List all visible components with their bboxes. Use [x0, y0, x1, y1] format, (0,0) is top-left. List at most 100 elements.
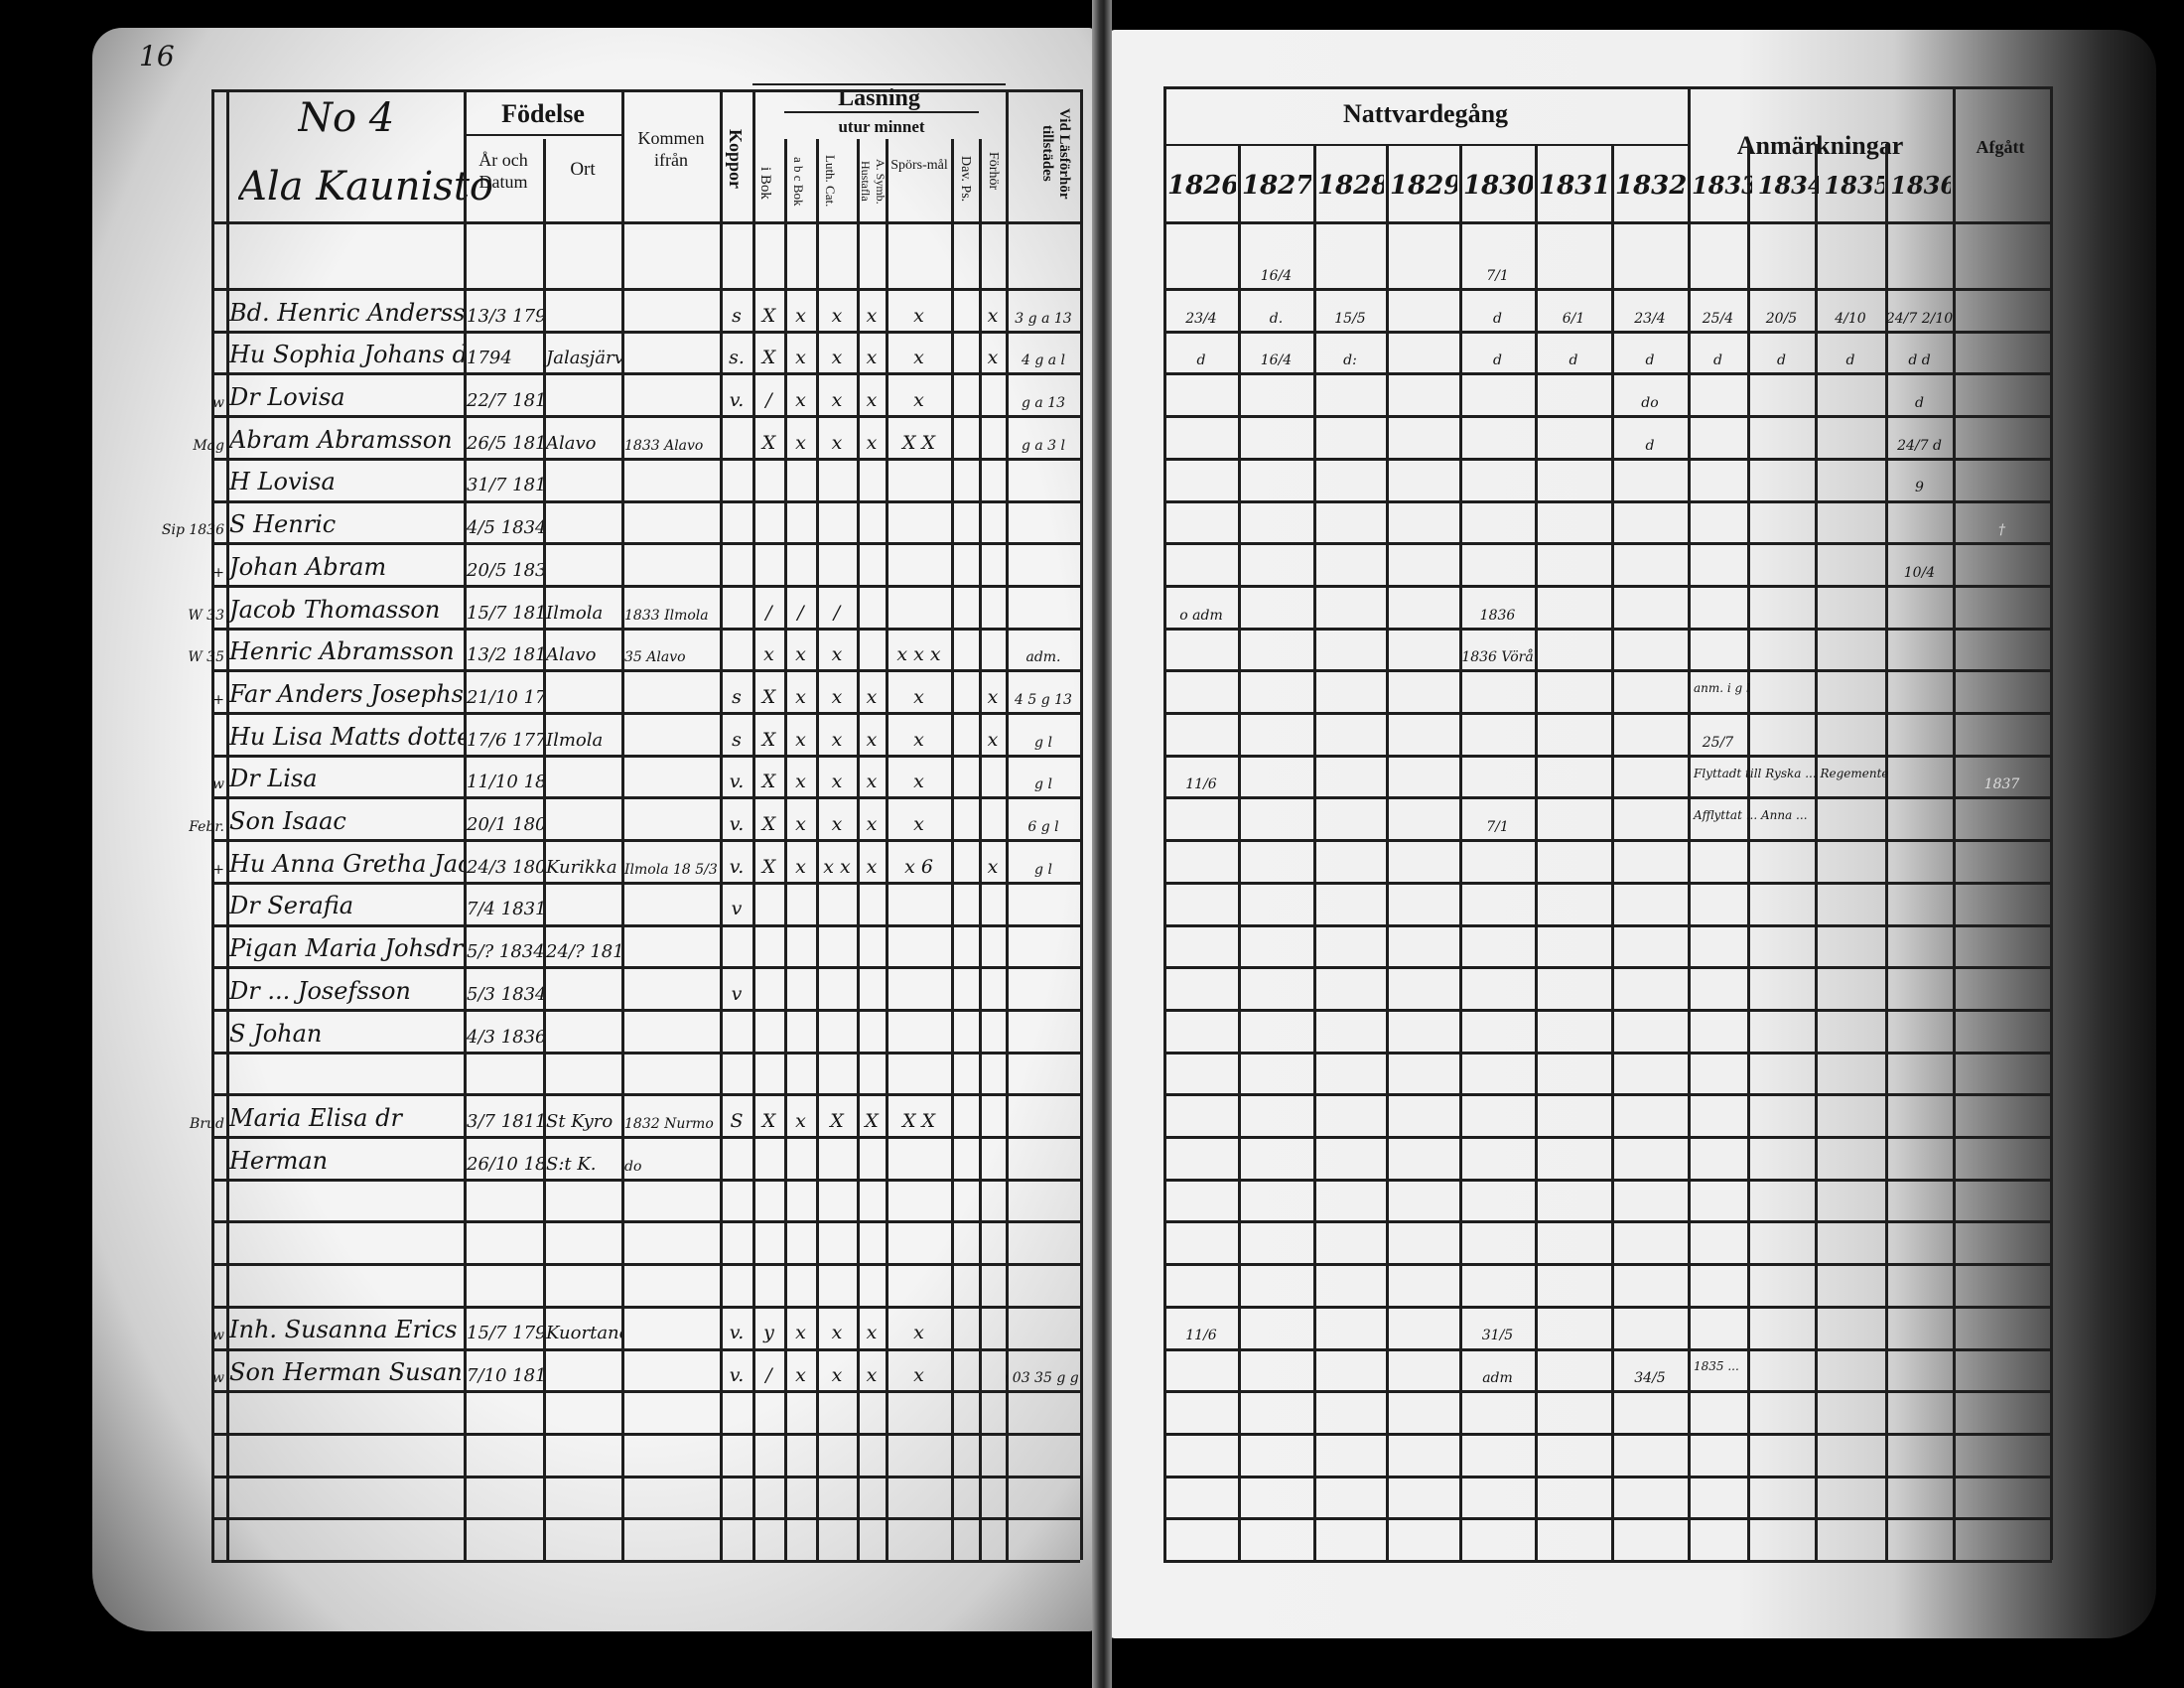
left-cell-m: w	[212, 776, 224, 793]
left-cell-name: Son Herman Susannasson	[229, 1358, 464, 1387]
communion-cell-y35: d	[1845, 352, 1855, 369]
left-cell-kop: v	[731, 982, 743, 1005]
left-cell-asym: x	[866, 431, 878, 454]
communion-cell-y36: 24/7 2/10	[1885, 310, 1953, 327]
column-rule	[1688, 86, 1691, 1560]
communion-cell-y36: d d	[1908, 352, 1931, 369]
left-cell-asym: x	[866, 389, 878, 412]
left-cell-vid: g l	[1034, 861, 1052, 878]
row-rule	[1163, 372, 2052, 376]
page-number: 16	[139, 40, 175, 72]
communion-cell-afg: †	[1998, 522, 2005, 539]
column-rule	[1747, 144, 1750, 1560]
communion-cell-y36: 24/7 d	[1897, 437, 1942, 454]
left-cell-vid: g l	[1034, 734, 1052, 751]
row-rule	[1163, 1347, 2052, 1351]
left-cell-ort: Jalasjärvi	[546, 348, 621, 369]
header-koppor: Koppor	[726, 128, 746, 189]
row-rule	[1163, 330, 2052, 334]
left-cell-asym: X	[865, 1109, 879, 1132]
row-rule	[1163, 754, 2052, 758]
row-rule	[1163, 1390, 2052, 1394]
left-cell-vid: 4 5 g 13	[1015, 691, 1072, 708]
left-cell-m: Brud	[190, 1115, 224, 1132]
left-cell-asym: x	[866, 771, 878, 793]
row-rule	[211, 221, 1080, 224]
year-header-1832: 1832	[1615, 171, 1686, 201]
row-rule	[1163, 1432, 2052, 1436]
left-cell-ort: Alavo	[546, 432, 597, 454]
left-cell-spor: X X	[901, 431, 936, 454]
nattvardegang-rule	[1163, 144, 1688, 146]
left-cell-ort: St Kyro	[546, 1110, 614, 1132]
row-rule	[1163, 839, 2052, 843]
left-cell-date: 5/3 1834	[467, 983, 543, 1005]
column-rule	[752, 89, 755, 1560]
year-header-1834: 1834	[1757, 171, 1819, 200]
left-cell-name: H Lovisa	[229, 468, 336, 496]
left-cell-luth: x	[831, 304, 843, 327]
left-cell-luth: X	[830, 1109, 844, 1132]
column-rule	[464, 89, 467, 1560]
communion-cell-y32: d	[1645, 437, 1655, 454]
farm-name: Ala Kaunisto	[238, 164, 493, 210]
row-rule	[1163, 542, 2052, 546]
row-rule	[1163, 1263, 2052, 1267]
row-rule	[1163, 881, 2052, 885]
column-rule	[1953, 86, 1956, 1560]
left-cell-date: 13/3 1799	[467, 305, 543, 327]
left-cell-ort: Kuortane	[546, 1323, 621, 1344]
left-page	[92, 28, 1095, 1631]
header-kommen-ifran: Kommen ifrån	[637, 128, 705, 170]
left-cell-bok: /	[765, 389, 772, 412]
left-cell-m: +	[212, 691, 224, 708]
left-cell-name: Dr ... Josefsson	[229, 976, 411, 1005]
fodelse-rule	[464, 134, 621, 136]
row-rule	[211, 627, 1080, 631]
left-cell-ort: Kurikka	[546, 856, 617, 878]
household-number: No 4	[298, 95, 395, 141]
row-rule	[211, 330, 1080, 334]
row-rule	[211, 1178, 1080, 1182]
row-rule	[1163, 1178, 2052, 1182]
header-a-symb: A. Symb. Hustafla	[859, 158, 887, 205]
left-cell-bok: X	[761, 431, 776, 454]
left-cell-luth: x	[831, 1322, 843, 1344]
communion-cell-y31: 6/1	[1562, 310, 1585, 327]
left-cell-luth: x	[831, 771, 843, 793]
left-cell-date: 15/7 1815	[467, 602, 543, 624]
left-cell-date: 26/5 1810	[467, 432, 543, 454]
left-cell-kop: v.	[729, 1322, 745, 1344]
left-cell-spor: x	[913, 304, 924, 327]
header-utur-minnet: utur minnet	[838, 117, 925, 136]
left-cell-ort: 24/? 1815	[546, 941, 621, 963]
left-cell-forh: x	[987, 855, 999, 878]
row-rule	[1163, 669, 2052, 673]
column-rule	[1815, 144, 1818, 1560]
left-cell-date: 1794	[467, 348, 512, 369]
communion-cell-y33: 25/7	[1702, 734, 1734, 751]
left-cell-ort: Ilmola	[546, 729, 604, 751]
row-rule	[1163, 1305, 2052, 1309]
left-cell-spor: x	[913, 685, 924, 708]
left-cell-kop: s	[732, 685, 742, 708]
row-rule	[1163, 221, 2052, 224]
row-rule	[211, 1390, 1080, 1394]
left-cell-name: Far Anders Josephsson	[229, 679, 464, 708]
left-cell-spor: x	[913, 813, 924, 836]
year-header-1827: 1827	[1242, 171, 1311, 201]
communion-cell-y35: 4/10	[1835, 310, 1866, 327]
row-rule	[211, 1008, 1080, 1012]
row-rule	[211, 1051, 1080, 1055]
communion-cell-y27: 16/4	[1260, 268, 1293, 284]
column-rule	[1006, 89, 1009, 1560]
left-cell-m: Sip 1836	[161, 522, 224, 539]
row-rule	[211, 1517, 1080, 1521]
left-cell-from: 35 Alavo	[624, 649, 686, 666]
left-cell-name: Hu Sophia Johans dr	[229, 341, 464, 369]
row-rule	[211, 1347, 1080, 1351]
left-cell-ort: S:t K.	[546, 1153, 597, 1175]
left-cell-from: 1833 Ilmola	[624, 607, 709, 624]
row-rule	[211, 584, 1080, 588]
row-rule	[1163, 1008, 2052, 1012]
